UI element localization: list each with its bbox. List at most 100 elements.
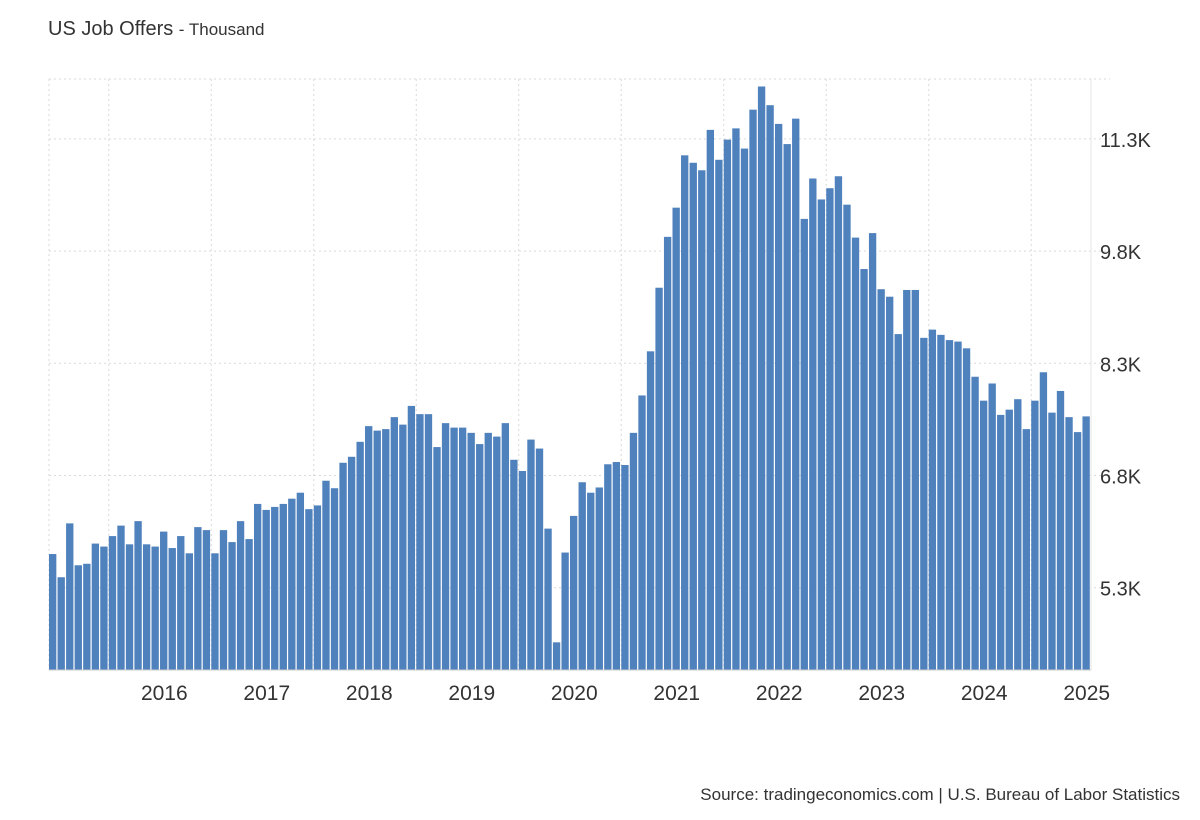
source-note: Source: tradingeconomics.com | U.S. Bure…: [700, 785, 1180, 804]
bar: [134, 521, 142, 670]
bar: [783, 144, 791, 670]
bar-chart: 5.3K 6.8K 8.3K 9.8K 11.3K 2016 2017 2018 2019 202…: [48, 78, 1151, 705]
bar: [211, 553, 219, 670]
x-tick-label: 2025: [1063, 682, 1110, 705]
bar: [117, 525, 125, 670]
bar: [561, 552, 569, 670]
bar: [886, 296, 894, 670]
x-tick-label: 2024: [961, 682, 1008, 705]
x-tick-label: 2022: [756, 682, 803, 705]
bar: [663, 236, 672, 670]
bar: [253, 503, 262, 670]
bar: [1048, 412, 1056, 670]
bar: [971, 376, 979, 670]
bar: [313, 505, 322, 670]
axis-layer: 5.3K 6.8K 8.3K 9.8K 11.3K 2016 2017 2018 2019 202…: [49, 79, 1151, 705]
bar: [57, 577, 65, 670]
x-tick-label: 2023: [858, 682, 905, 705]
bar: [347, 456, 356, 670]
bar: [578, 482, 586, 670]
bar: [177, 536, 185, 670]
bar: [288, 498, 296, 670]
bar: [672, 207, 680, 671]
bar: [997, 414, 1005, 670]
bar: [458, 427, 467, 670]
bar: [450, 427, 458, 670]
bar: [322, 480, 330, 670]
bar: [1056, 390, 1065, 670]
bar: [860, 269, 868, 670]
y-tick-label: 5.3K: [1100, 579, 1142, 601]
bar: [715, 159, 723, 671]
bar: [424, 414, 433, 670]
bar: [185, 553, 193, 670]
bar: [245, 539, 253, 670]
bar: [1073, 432, 1082, 670]
bar: [262, 509, 270, 670]
bar: [365, 426, 373, 670]
bar: [433, 447, 441, 670]
bar: [236, 521, 245, 670]
bar: [219, 530, 228, 670]
bar: [945, 340, 954, 670]
chart-title: US Job Offers - Thousand: [48, 18, 265, 40]
bar: [476, 444, 484, 670]
bar: [920, 337, 928, 670]
y-tick-label: 8.3K: [1100, 354, 1142, 376]
bar: [834, 176, 843, 670]
bar: [621, 465, 629, 670]
x-tick-label: 2016: [141, 682, 188, 705]
bar: [168, 548, 176, 670]
bars-layer: [49, 86, 1090, 671]
chart-title-text: US Job Offers: [48, 18, 174, 40]
bar: [66, 523, 74, 670]
bar: [774, 123, 783, 670]
bar: [484, 432, 492, 670]
bar: [698, 170, 706, 670]
x-tick-label: 2017: [243, 682, 290, 705]
bar: [792, 118, 800, 670]
bar: [681, 155, 689, 670]
bar: [937, 334, 945, 670]
bar: [928, 329, 937, 670]
bar: [373, 430, 381, 670]
bar: [1005, 409, 1013, 670]
bar: [877, 289, 885, 670]
bar: [1022, 429, 1031, 670]
bar: [194, 527, 202, 670]
bar: [296, 492, 305, 670]
bar: [766, 105, 774, 671]
bar: [646, 351, 655, 670]
bar: [612, 462, 621, 670]
bar: [493, 436, 501, 670]
bar: [723, 139, 732, 671]
bar: [125, 544, 134, 670]
bar: [501, 423, 510, 670]
bar: [390, 417, 398, 670]
bar: [356, 441, 364, 670]
bar: [279, 503, 287, 670]
bar: [732, 128, 740, 670]
bar: [868, 233, 877, 671]
x-tick-label: 2020: [551, 682, 598, 705]
y-tick-label: 6.8K: [1100, 466, 1142, 488]
bar: [407, 405, 416, 670]
bar: [809, 178, 817, 670]
bar: [817, 199, 826, 670]
bar: [330, 488, 339, 670]
bar: [339, 462, 347, 670]
bar: [382, 429, 390, 670]
bar: [587, 492, 595, 670]
bar: [228, 542, 236, 670]
bar: [416, 414, 424, 670]
bar: [843, 204, 851, 670]
bar: [399, 424, 407, 670]
bar: [271, 506, 279, 670]
bar: [202, 530, 211, 670]
chart-subtitle: Thousand: [188, 20, 265, 39]
bar: [510, 459, 518, 670]
bar: [655, 287, 663, 670]
bar: [988, 383, 996, 670]
x-tick-label: 2019: [448, 682, 495, 705]
bar: [629, 432, 638, 670]
